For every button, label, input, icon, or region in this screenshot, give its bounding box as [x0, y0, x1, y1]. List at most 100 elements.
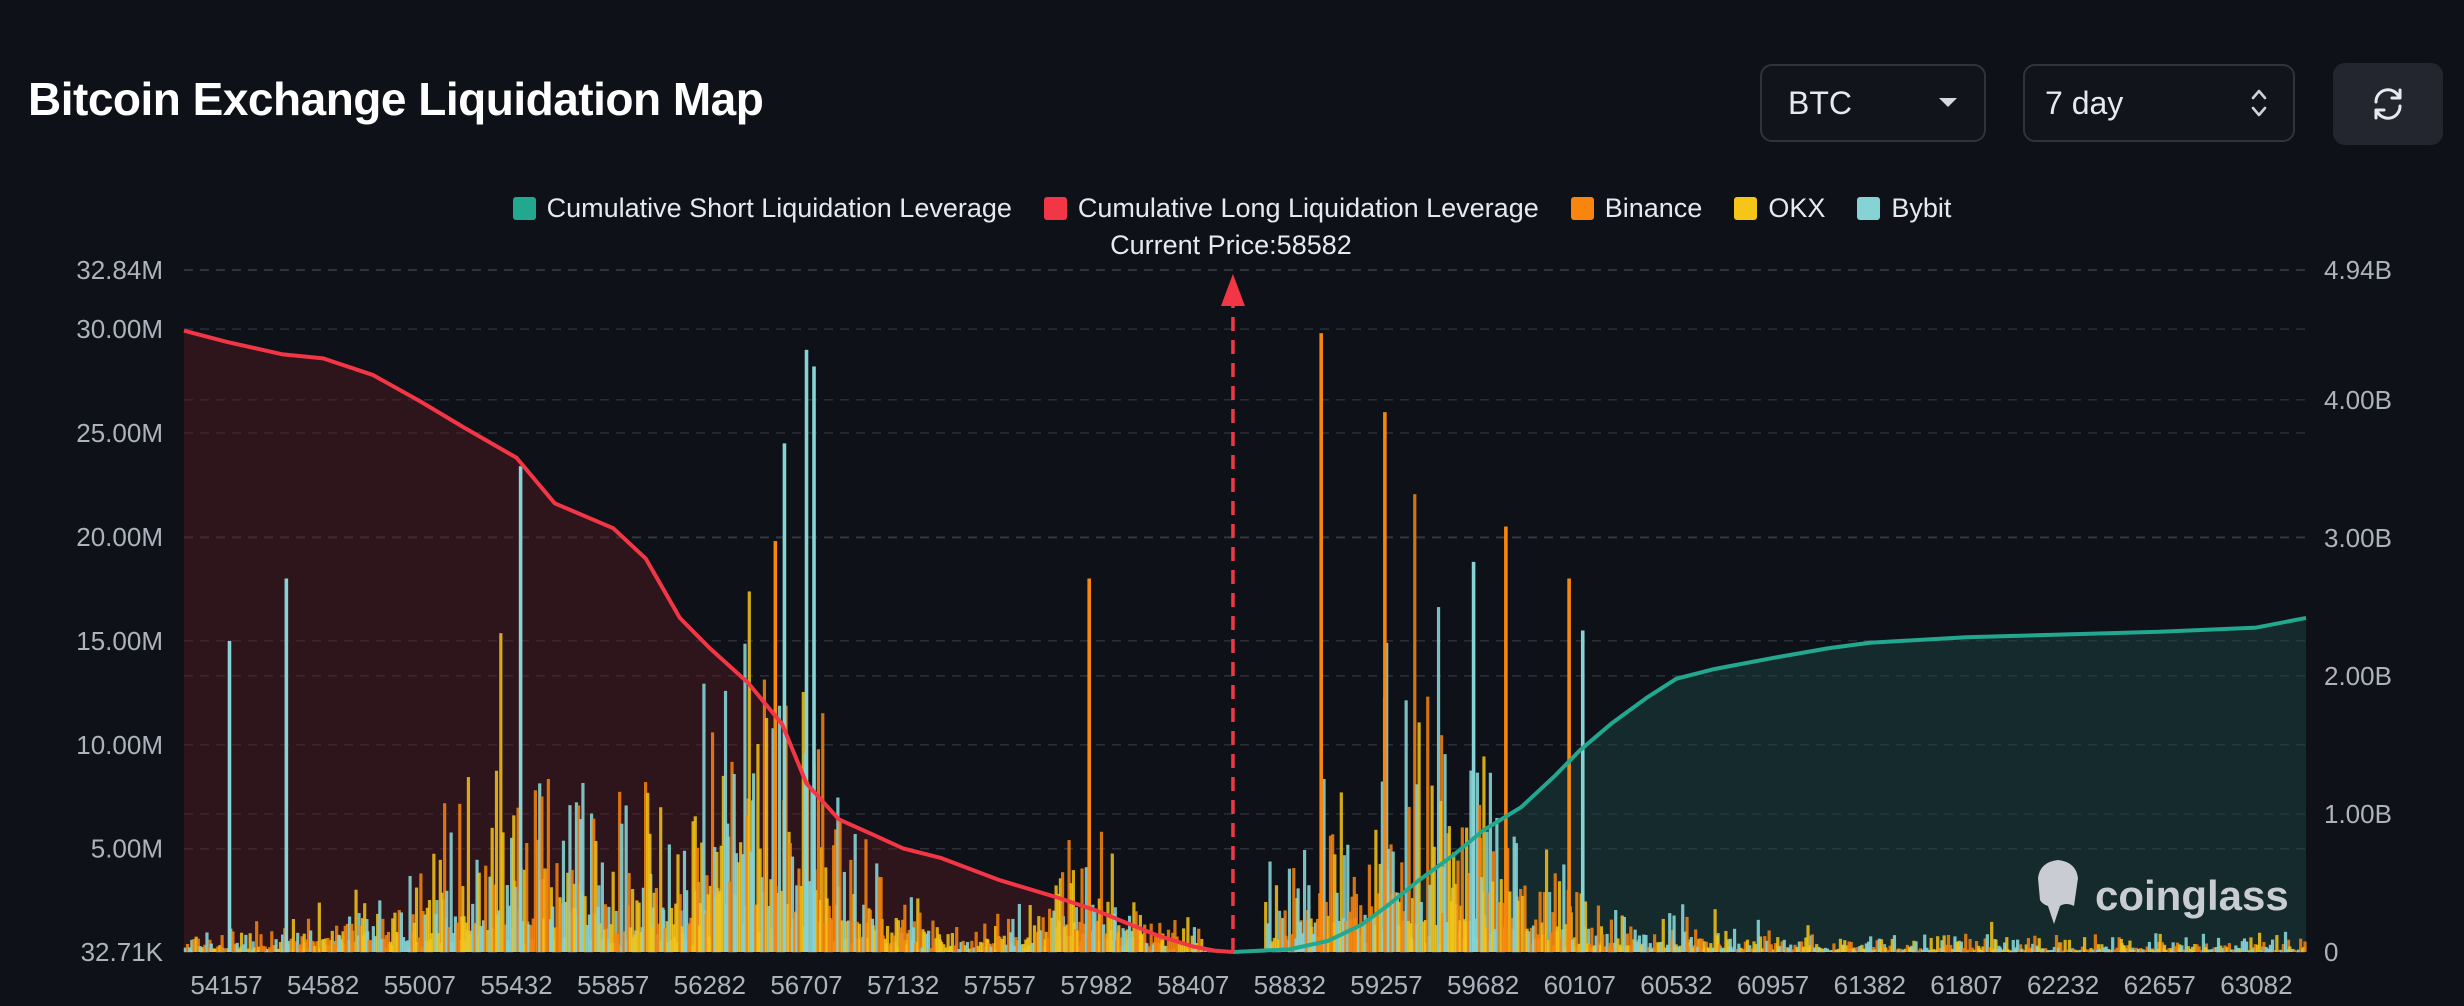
bar-bybit: [1635, 941, 1639, 952]
bar-binance-peak: [1504, 526, 1508, 952]
bar-bybit: [2154, 933, 2158, 952]
bar-okx: [2156, 948, 2160, 952]
bar-okx: [1845, 945, 1849, 952]
bar-bybit: [280, 934, 285, 952]
bar-binance: [2277, 949, 2281, 952]
bar-okx: [2178, 944, 2182, 952]
bar-okx: [2193, 944, 2197, 952]
bar-binance: [2262, 941, 2266, 952]
bar-binance: [1460, 827, 1464, 952]
bar-bybit-peak: [782, 443, 787, 952]
bar-okx: [276, 948, 280, 952]
bar-bybit: [2131, 947, 2135, 952]
bar-binance: [255, 921, 259, 952]
bar-okx: [2206, 949, 2210, 952]
bar-bybit: [1357, 927, 1361, 952]
bar-okx: [1931, 949, 1935, 952]
bar-okx: [1840, 944, 1845, 952]
bar-binance: [618, 791, 622, 952]
bar-okx: [676, 854, 680, 952]
legend-swatch-okx: [1734, 196, 1758, 220]
bar-okx: [799, 885, 803, 952]
bar-okx: [786, 903, 790, 952]
bar-bybit: [1123, 930, 1127, 952]
bar-bybit: [1823, 947, 1827, 952]
bar-bybit: [1372, 918, 1376, 952]
bar-okx: [1557, 881, 1562, 952]
bar-binance: [298, 944, 302, 952]
bar-bybit: [2111, 937, 2115, 952]
legend-item-binance[interactable]: Binance: [1570, 193, 1702, 224]
bar-okx: [942, 944, 946, 952]
bar-binance: [1882, 946, 1886, 952]
bar-binance: [933, 944, 937, 952]
bar-bybit: [287, 940, 291, 952]
range-select[interactable]: 7 day: [2023, 64, 2295, 142]
bar-bybit: [842, 871, 846, 952]
bar-bybit: [2180, 945, 2184, 952]
bar-bybit: [1925, 947, 1929, 952]
refresh-button[interactable]: [2333, 63, 2443, 145]
bar-okx: [2255, 944, 2260, 952]
bar-binance: [2253, 944, 2257, 952]
bar-binance: [1169, 938, 1173, 952]
chevron-updown-icon: [2251, 66, 2267, 140]
bar-okx: [1912, 940, 1916, 952]
bar-binance: [1344, 921, 1348, 952]
bar-binance: [877, 876, 881, 952]
bar-okx: [324, 938, 328, 952]
bar-binance: [1653, 934, 1657, 952]
bar-binance: [1082, 923, 1086, 952]
bar-bybit: [1665, 944, 1670, 952]
bar-okx: [1836, 948, 1840, 952]
bar-okx: [2132, 949, 2136, 952]
bar-bybit: [551, 906, 555, 952]
bar-binance: [901, 919, 905, 952]
bar-binance: [1698, 938, 1702, 952]
bar-bybit: [853, 834, 857, 952]
bar-bybit: [1342, 855, 1346, 952]
bar-binance: [603, 904, 607, 952]
bar-okx: [1821, 948, 1825, 952]
legend-item-okx[interactable]: OKX: [1734, 193, 1825, 224]
bar-okx: [1447, 826, 1451, 952]
legend-item-short[interactable]: Cumulative Short Liquidation Leverage: [512, 193, 1012, 224]
bar-binance: [1350, 896, 1354, 952]
bar-binance: [1899, 948, 1903, 952]
bar-bybit: [1093, 911, 1097, 952]
bar-bybit: [1696, 946, 1700, 952]
bar-bybit: [1512, 836, 1516, 952]
bar-bybit: [1923, 934, 1927, 952]
bar-okx: [1106, 901, 1110, 952]
bar-okx: [1423, 920, 1428, 952]
bar-binance: [2160, 942, 2164, 952]
bar-binance: [1171, 932, 1175, 952]
bar-binance: [1609, 919, 1614, 952]
bar-binance: [397, 910, 401, 952]
bar-okx: [2076, 950, 2080, 952]
bar-okx: [1499, 879, 1503, 952]
bar-binance: [1115, 940, 1119, 952]
bar-bybit: [1873, 949, 1877, 952]
bar-bybit: [620, 823, 624, 952]
bar-okx: [2121, 945, 2126, 952]
x-tick-label: 57982: [1060, 970, 1132, 1000]
bar-binance: [605, 928, 609, 952]
bar-bybit: [713, 847, 717, 952]
bar-binance: [2115, 947, 2119, 952]
bar-binance: [1700, 938, 1704, 952]
bar-bybit: [479, 926, 483, 952]
bar-okx: [2100, 944, 2104, 952]
bar-bybit: [1642, 934, 1646, 952]
bar-okx: [715, 851, 719, 952]
legend-item-bybit[interactable]: Bybit: [1857, 193, 1951, 224]
coin-select[interactable]: BTC: [1760, 64, 1986, 142]
bar-binance: [1359, 905, 1363, 952]
legend-item-long[interactable]: Cumulative Long Liquidation Leverage: [1043, 193, 1539, 224]
bar-binance: [261, 945, 265, 952]
bar-bybit: [1084, 867, 1088, 952]
bar-okx: [1406, 920, 1410, 952]
bar-binance: [1685, 916, 1689, 952]
bar-bybit: [1443, 754, 1447, 952]
